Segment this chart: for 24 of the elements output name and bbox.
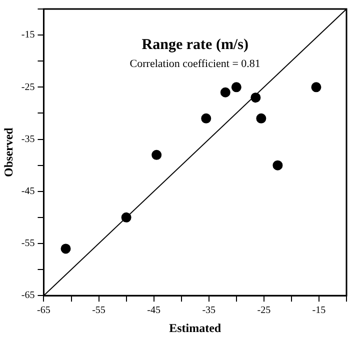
point bbox=[272, 160, 283, 170]
y-tick-label: -35 bbox=[21, 134, 35, 145]
point bbox=[311, 82, 322, 92]
y-tick-label: -15 bbox=[21, 30, 35, 41]
x-tick-label: -55 bbox=[92, 305, 106, 316]
y-tick-label: -65 bbox=[21, 290, 35, 302]
point bbox=[152, 150, 162, 160]
point bbox=[231, 82, 242, 92]
point bbox=[201, 113, 212, 124]
y-tick-label: -45 bbox=[21, 186, 35, 198]
x-tick-label: -15 bbox=[312, 305, 326, 316]
y-axis-title: Observed bbox=[1, 127, 16, 177]
point bbox=[220, 87, 230, 98]
x-tick-label: -45 bbox=[147, 305, 160, 316]
x-tick-label: -35 bbox=[202, 305, 216, 316]
x-tick-label: -25 bbox=[257, 305, 271, 316]
y-tick-label: -25 bbox=[21, 82, 35, 93]
x-tick-label: -65 bbox=[37, 305, 50, 316]
point bbox=[256, 113, 266, 124]
point bbox=[60, 244, 71, 254]
y-tick-label: -55 bbox=[21, 238, 35, 250]
annotation: Correlation coefficient = 0.81 bbox=[130, 58, 260, 70]
text: Range rate (m/s) bbox=[142, 37, 248, 53]
x-axis-title: Estimated bbox=[169, 320, 222, 335]
